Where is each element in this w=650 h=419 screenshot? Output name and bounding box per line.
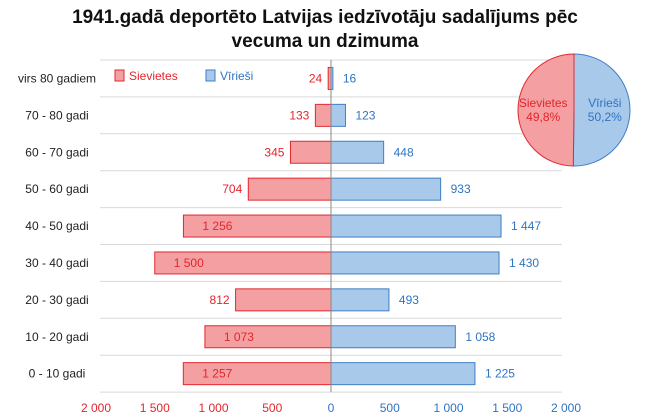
data-label-sievietes: 1 500 — [174, 256, 204, 270]
x-tick-label: 2 000 — [551, 401, 581, 415]
data-label-viriesi: 123 — [355, 108, 375, 122]
bar-sievietes — [247, 177, 332, 201]
data-label-sievietes: 1 257 — [202, 367, 232, 381]
chart-title: 1941.gadā deportēto Latvijas iedzīvotāju… — [0, 6, 650, 54]
data-label-sievietes: 812 — [210, 293, 230, 307]
bar-sievietes — [289, 140, 332, 164]
x-tick-label: 500 — [262, 401, 282, 415]
bar-viriesi — [330, 140, 385, 164]
data-label-sievietes: 704 — [222, 182, 242, 196]
data-label-viriesi: 448 — [394, 145, 414, 159]
bar-viriesi — [330, 362, 476, 386]
pie-slice-sievietes — [517, 53, 575, 167]
pie-label-value: 50,2% — [588, 110, 622, 124]
x-tick-label: 1 000 — [198, 401, 228, 415]
legend-label-viriesi: Vīrieši — [220, 69, 253, 83]
legend-swatch-sievietes — [114, 69, 125, 82]
data-label-sievietes: 133 — [289, 108, 309, 122]
bar-sievietes — [235, 288, 332, 312]
data-label-viriesi: 16 — [343, 71, 357, 85]
data-label-viriesi: 1 225 — [485, 367, 515, 381]
bar-viriesi — [330, 325, 456, 349]
data-label-sievietes: 24 — [309, 71, 323, 85]
chart-title-line1: 1941.gadā deportēto Latvijas iedzīvotāju… — [72, 7, 578, 28]
data-label-viriesi: 1 058 — [465, 330, 495, 344]
x-tick-label: 500 — [380, 401, 400, 415]
bar-viriesi — [330, 177, 442, 201]
category-label: virs 80 gadiem — [18, 71, 96, 85]
category-label: 0 - 10 gadi — [29, 367, 86, 381]
x-tick-label: 1 500 — [140, 401, 170, 415]
category-label: 70 - 80 gadi — [25, 108, 88, 122]
pie-slice-viriesi — [572, 53, 631, 167]
data-label-viriesi: 933 — [451, 182, 471, 196]
data-label-sievietes: 1 256 — [202, 219, 232, 233]
category-label: 50 - 60 gadi — [25, 182, 88, 196]
bar-viriesi — [330, 251, 500, 275]
pie-label-value: 49,8% — [526, 110, 560, 124]
x-tick-label: 2 000 — [81, 401, 111, 415]
data-label-sievietes: 1 073 — [224, 330, 254, 344]
bar-viriesi — [330, 103, 346, 127]
pie-label-name: Sievietes — [519, 96, 568, 110]
bar-viriesi — [330, 214, 502, 238]
x-tick-label: 1 500 — [492, 401, 522, 415]
category-label: 30 - 40 gadi — [25, 256, 88, 270]
chart-title-line2: vecuma un dzimuma — [231, 31, 419, 52]
bar-viriesi — [330, 288, 390, 312]
data-label-viriesi: 1 430 — [509, 256, 539, 270]
x-tick-label: 1 000 — [433, 401, 463, 415]
pie-label-name: Vīrieši — [588, 96, 621, 110]
data-label-viriesi: 493 — [399, 293, 419, 307]
legend-label-sievietes: Sievietes — [129, 69, 178, 83]
data-label-viriesi: 1 447 — [511, 219, 541, 233]
legend-swatch-viriesi — [205, 69, 216, 82]
data-label-sievietes: 345 — [264, 145, 284, 159]
category-label: 20 - 30 gadi — [25, 293, 88, 307]
category-label: 40 - 50 gadi — [25, 219, 88, 233]
x-tick-label: 0 — [328, 401, 335, 415]
category-label: 60 - 70 gadi — [25, 145, 88, 159]
bar-sievietes — [314, 103, 332, 127]
category-label: 10 - 20 gadi — [25, 330, 88, 344]
